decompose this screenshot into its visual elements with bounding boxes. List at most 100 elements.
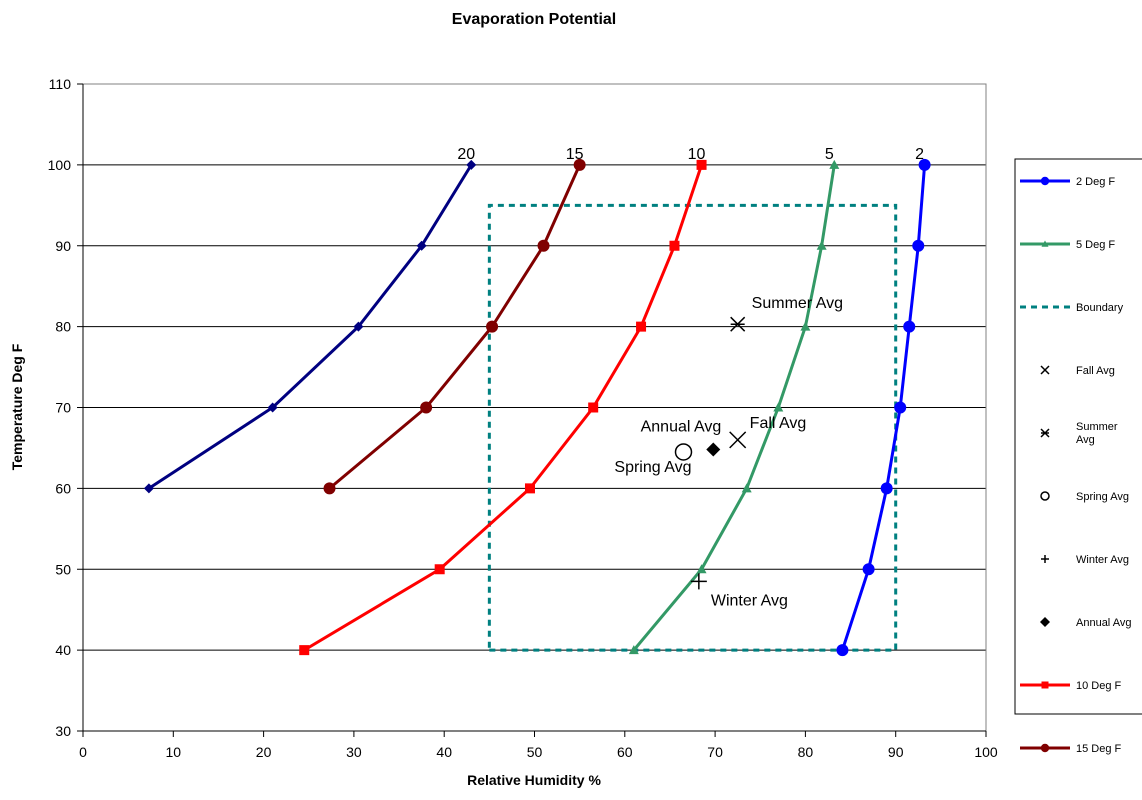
x-tick-label: 80 [798, 744, 814, 760]
x-tick-label: 50 [527, 744, 543, 760]
legend-marker [1040, 365, 1050, 375]
y-tick-label: 70 [55, 400, 71, 416]
legend-marker [1040, 176, 1050, 186]
legend-entry: Annual Avg [1040, 617, 1131, 629]
legend-label: Summer Avg [1076, 421, 1118, 446]
data-point [588, 402, 599, 413]
legend-entry: 10 Deg F [1020, 680, 1122, 692]
legend-entry: Spring Avg [1040, 491, 1129, 503]
data-point [267, 402, 278, 413]
data-point [690, 573, 707, 590]
data-point [573, 158, 586, 171]
y-tick-label: 100 [48, 157, 72, 173]
data-point [524, 483, 535, 494]
legend-label-line: Avg [1076, 434, 1095, 446]
data-point [912, 239, 925, 252]
data-point [143, 483, 154, 494]
series-15-deg-f: 15 [323, 146, 586, 495]
y-tick-label: 50 [55, 561, 71, 577]
legend-entry: 2 Deg F [1020, 176, 1115, 188]
data-point [918, 158, 931, 171]
curve-label: 2 [915, 146, 924, 163]
data-point [903, 320, 916, 333]
point-annotation: Annual Avg [641, 419, 722, 436]
data-point [741, 483, 752, 493]
legend-marker [1041, 240, 1049, 247]
legend-marker [1040, 617, 1050, 627]
data-point [730, 316, 746, 332]
x-tick-label: 60 [617, 744, 633, 760]
x-tick-label: 10 [166, 744, 182, 760]
data-point [816, 240, 827, 250]
data-point [537, 239, 550, 252]
legend-entry: Boundary [1020, 302, 1124, 314]
curve-label: 15 [566, 146, 584, 163]
x-tick-label: 100 [974, 744, 998, 760]
curve-label: 10 [688, 146, 706, 163]
x-tick-label: 90 [888, 744, 904, 760]
legend-box [1014, 158, 1142, 715]
series-spring-avg: Spring Avg [614, 443, 693, 476]
data-point [674, 443, 693, 461]
legend-marker [1040, 428, 1050, 438]
data-point [628, 645, 639, 655]
series-fall-avg: Fall Avg [729, 415, 807, 449]
x-tick-label: 0 [79, 744, 87, 760]
legend-label: 5 Deg F [1076, 239, 1115, 251]
y-tick-label: 30 [55, 723, 71, 739]
legend-marker [1041, 555, 1049, 563]
data-point [706, 442, 721, 457]
chart-title: Evaporation Potential [452, 11, 616, 28]
series-winter-avg: Winter Avg [690, 573, 788, 609]
x-tick-label: 40 [436, 744, 452, 760]
data-point [696, 564, 707, 574]
data-point [773, 402, 784, 412]
legend-label: Winter Avg [1076, 554, 1129, 566]
data-point [836, 644, 849, 657]
legend-marker [1041, 681, 1049, 689]
data-point [729, 431, 747, 449]
legend-entry: Winter Avg [1041, 554, 1129, 566]
gridlines [83, 83, 986, 732]
series-2-deg-f: 2 [836, 146, 931, 657]
legend-entry: Summer Avg [1040, 421, 1118, 446]
y-tick-label: 40 [55, 642, 71, 658]
point-annotation: Spring Avg [614, 459, 691, 476]
data-point [353, 321, 364, 332]
curve-label: 5 [825, 146, 834, 163]
x-tick-label: 20 [256, 744, 272, 760]
series-20-deg-f: 20 [143, 146, 477, 494]
legend-label: Annual Avg [1076, 617, 1131, 629]
legend-label: Boundary [1076, 302, 1124, 314]
series-summer-avg: Summer Avg [730, 295, 843, 332]
data-point [862, 563, 875, 576]
x-axis-label: Relative Humidity % [467, 772, 601, 788]
curve-label: 20 [457, 146, 475, 163]
y-tick-label: 80 [55, 319, 71, 335]
legend-marker [1040, 491, 1050, 501]
legend-label: 10 Deg F [1076, 680, 1122, 692]
point-annotation: Winter Avg [711, 592, 788, 609]
y-axis-label: Temperature Deg F [9, 343, 25, 470]
point-annotation: Summer Avg [752, 295, 843, 312]
data-point [299, 645, 310, 656]
legend-label: Fall Avg [1076, 365, 1115, 377]
point-annotation: Fall Avg [750, 415, 807, 432]
data-point [420, 401, 433, 414]
axes: 0 10 20 30 40 50 60 70 80 90 100 30 40 50 60 70 80 90 100 1… [48, 76, 998, 760]
data-point [636, 321, 647, 332]
x-tick-label: 30 [346, 744, 362, 760]
data-point [696, 159, 707, 170]
data-point [829, 159, 840, 169]
legend-label: 2 Deg F [1076, 176, 1115, 188]
legend-label-line: Summer [1076, 421, 1118, 433]
data-point [486, 320, 499, 333]
data-point [434, 564, 445, 575]
data-point [800, 321, 811, 331]
legend-marker [1040, 743, 1050, 753]
x-tick-label: 70 [707, 744, 723, 760]
data-point [416, 240, 427, 251]
legend-entry: 5 Deg F [1020, 239, 1115, 251]
